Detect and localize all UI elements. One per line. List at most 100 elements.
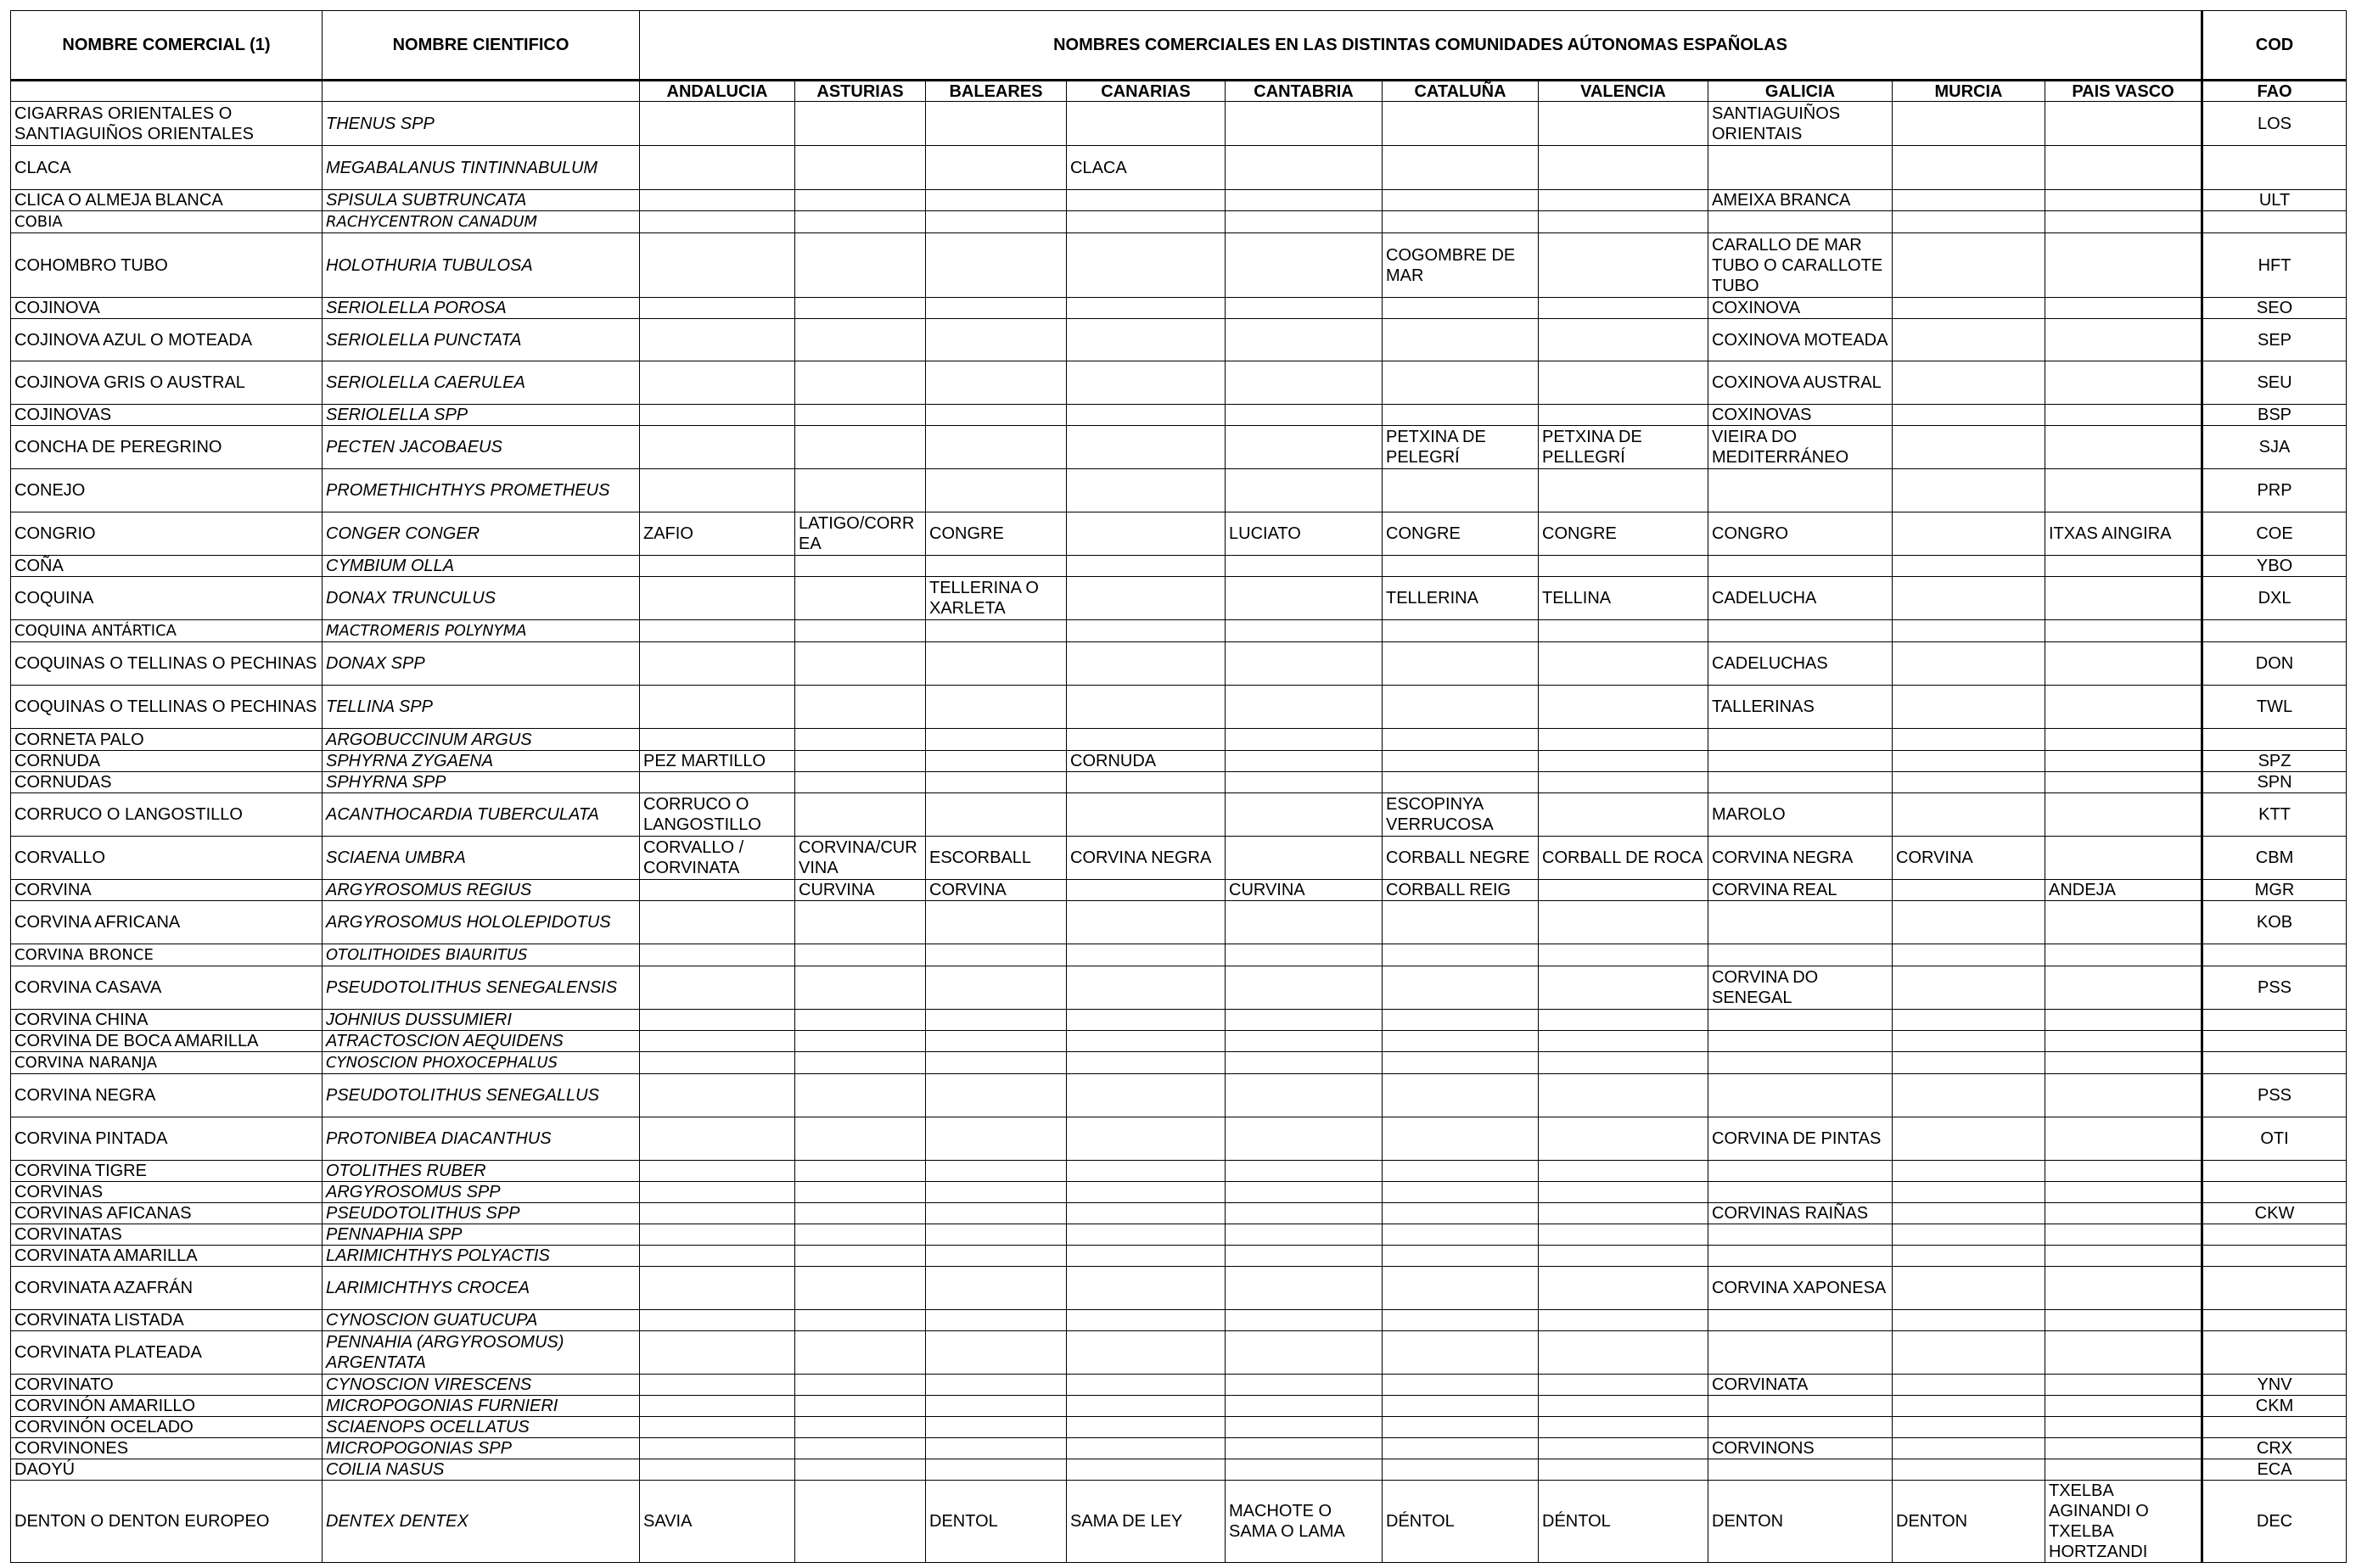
table-row: COJINOVA SERIOLELLA POROSA COXINOVA SEO (10, 297, 2348, 319)
nombre-cientifico-cell: DENTEX DENTEX (322, 1480, 640, 1563)
andalucia-cell (639, 404, 795, 426)
cod-fao-cell: MGR (2201, 879, 2348, 901)
header-nombre-cientifico: NOMBRE CIENTIFICO (322, 10, 640, 81)
andalucia-cell (639, 900, 795, 944)
nombre-comercial-cell: CORVINA DE BOCA AMARILLA (10, 1030, 323, 1052)
baleares-cell (925, 210, 1067, 233)
murcia-cell (1892, 318, 2045, 361)
galicia-cell (1708, 468, 1893, 512)
nombre-comercial-cell: CORNUDA (10, 750, 323, 772)
murcia-cell (1892, 1374, 2045, 1396)
nombre-cientifico-cell: CYNOSCION PHOXOCEPHALUS (322, 1051, 640, 1074)
asturias-cell (794, 555, 926, 577)
cod-fao-cell: CBM (2201, 836, 2348, 880)
header-blank-1 (10, 79, 323, 102)
cataluna-cell (1382, 685, 1539, 729)
nombre-comercial-cell: CORVINATA AMARILLA (10, 1245, 323, 1267)
cataluna-cell (1382, 145, 1539, 190)
table-row: CORVINATA AMARILLA LARIMICHTHYS POLYACTIS (10, 1245, 2348, 1267)
nombre-cientifico-cell: PSEUDOTOLITHUS SENEGALENSIS (322, 966, 640, 1010)
pais-vasco-cell (2044, 1266, 2203, 1310)
table-row: CONEJO PROMETHICHTHYS PROMETHEUS PRP (10, 468, 2348, 512)
cod-fao-cell (2201, 1224, 2348, 1246)
cantabria-cell (1225, 101, 1383, 146)
nombre-comercial-cell: CORVINA TIGRE (10, 1160, 323, 1182)
table-row: CORVINATA AZAFRÁN LARIMICHTHYS CROCEA CORV… (10, 1266, 2348, 1310)
cataluna-cell: PETXINA DE PELEGRÍ (1382, 425, 1539, 469)
galicia-cell (1708, 900, 1893, 944)
cataluna-cell (1382, 1459, 1539, 1481)
nombre-cientifico-cell: SERIOLELLA POROSA (322, 297, 640, 319)
nombre-comercial-cell: CORVINA NEGRA (10, 1073, 323, 1117)
table-row: COBIA RACHYCENTRON CANADUM (10, 210, 2348, 233)
cantabria-cell (1225, 210, 1383, 233)
andalucia-cell (639, 210, 795, 233)
nombre-comercial-cell: CORVINAS (10, 1181, 323, 1203)
nombre-comercial-cell: CORNETA PALO (10, 728, 323, 751)
andalucia-cell (639, 1245, 795, 1267)
cantabria-cell (1225, 1160, 1383, 1182)
baleares-cell (925, 404, 1067, 426)
asturias-cell (794, 1330, 926, 1375)
asturias-cell (794, 1374, 926, 1396)
cod-fao-cell: ULT (2201, 189, 2348, 211)
galicia-cell (1708, 1030, 1893, 1052)
table-row: CORVINÓN AMARILLO MICROPOGONIAS FURNIERI C… (10, 1395, 2348, 1417)
valencia-cell (1538, 619, 1708, 642)
nombre-cientifico-cell: MACTROMERIS POLYNYMA (322, 619, 640, 642)
pais-vasco-cell (2044, 1459, 2203, 1481)
cantabria-cell (1225, 361, 1383, 405)
nombre-cientifico-cell: THENUS SPP (322, 101, 640, 146)
canarias-cell (1066, 1202, 1226, 1224)
nombre-cientifico-cell: SPISULA SUBTRUNCATA (322, 189, 640, 211)
asturias-cell (794, 1181, 926, 1203)
asturias-cell (794, 318, 926, 361)
andalucia-cell (639, 361, 795, 405)
nombre-comercial-cell: CLICA O ALMEJA BLANCA (10, 189, 323, 211)
baleares-cell (925, 966, 1067, 1010)
table-row: CORVINAS ARGYROSOMUS SPP (10, 1181, 2348, 1203)
canarias-cell (1066, 361, 1226, 405)
cataluna-cell (1382, 1117, 1539, 1161)
cod-fao-cell: CKW (2201, 1202, 2348, 1224)
galicia-cell: CADELUCHAS (1708, 641, 1893, 686)
nombre-comercial-cell: CORVINATA LISTADA (10, 1309, 323, 1331)
valencia-cell (1538, 1160, 1708, 1182)
murcia-cell (1892, 1009, 2045, 1031)
nombre-comercial-cell: COQUINA (10, 576, 323, 620)
galicia-cell (1708, 1073, 1893, 1117)
asturias-cell (794, 468, 926, 512)
andalucia-cell (639, 879, 795, 901)
murcia-cell (1892, 792, 2045, 837)
andalucia-cell (639, 1374, 795, 1396)
pais-vasco-cell (2044, 468, 2203, 512)
valencia-cell (1538, 750, 1708, 772)
asturias-cell (794, 1073, 926, 1117)
murcia-cell: CORVINA (1892, 836, 2045, 880)
andalucia-cell (639, 1009, 795, 1031)
andalucia-cell (639, 1309, 795, 1331)
valencia-cell (1538, 1459, 1708, 1481)
cod-fao-cell: COE (2201, 512, 2348, 556)
cantabria-cell (1225, 900, 1383, 944)
galicia-cell (1708, 771, 1893, 793)
cod-fao-cell (2201, 145, 2348, 190)
cantabria-cell (1225, 555, 1383, 577)
nombre-cientifico-cell: SPHYRNA SPP (322, 771, 640, 793)
murcia-cell (1892, 1224, 2045, 1246)
pais-vasco-cell (2044, 966, 2203, 1010)
table-row: CONGRIO CONGER CONGER ZAFIO LATIGO/CORREA CO… (10, 512, 2348, 556)
cantabria-cell (1225, 1224, 1383, 1246)
canarias-cell (1066, 1117, 1226, 1161)
murcia-cell (1892, 966, 2045, 1010)
galicia-cell: AMEIXA BRANCA (1708, 189, 1893, 211)
cataluna-cell (1382, 361, 1539, 405)
canarias-cell (1066, 210, 1226, 233)
cataluna-cell: COGOMBRE DE MAR (1382, 232, 1539, 298)
galicia-cell: CORVINA REAL (1708, 879, 1893, 901)
pais-vasco-cell (2044, 1330, 2203, 1375)
galicia-cell: CORVINA NEGRA (1708, 836, 1893, 880)
table-row: COÑA CYMBIUM OLLA YBO (10, 555, 2348, 577)
valencia-cell (1538, 468, 1708, 512)
nombre-comercial-cell: CORVALLO (10, 836, 323, 880)
